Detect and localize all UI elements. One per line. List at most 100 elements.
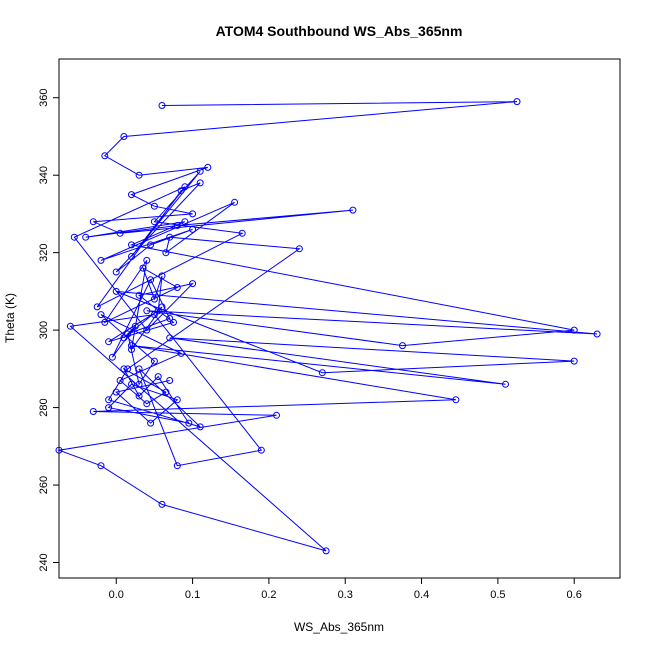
data-point — [196, 179, 204, 187]
data-point — [158, 102, 166, 109]
data-point — [93, 303, 101, 311]
y-tick-label: 340 — [38, 166, 50, 184]
data-point — [166, 233, 174, 241]
data-point — [150, 295, 158, 303]
data-point — [196, 423, 204, 431]
y-axis: 240 260 280 300 320 340 360 — [38, 89, 60, 572]
data-point — [112, 388, 120, 396]
data-point — [166, 377, 174, 384]
data-point — [116, 377, 124, 384]
data-point — [502, 380, 509, 388]
x-tick-label: 0.6 — [567, 589, 582, 601]
x-tick-label: 0.3 — [338, 589, 353, 601]
x-tick-label: 0.5 — [490, 589, 505, 601]
data-point — [70, 233, 78, 241]
data-point — [143, 400, 151, 408]
data-point — [150, 357, 158, 365]
data-point — [154, 373, 162, 381]
data-point — [147, 241, 155, 249]
data-point — [162, 249, 170, 257]
data-point — [257, 446, 265, 454]
data-point — [128, 241, 135, 249]
data-point — [82, 233, 90, 241]
data-point — [173, 462, 181, 470]
data-point — [101, 152, 109, 160]
data-point — [170, 318, 177, 326]
data-point — [131, 322, 139, 330]
x-tick-label: 0.1 — [185, 589, 200, 601]
series-line — [57, 101, 598, 552]
data-point — [97, 311, 105, 319]
data-point — [189, 225, 197, 233]
data-point — [135, 171, 143, 179]
data-point — [177, 349, 185, 357]
data-point — [570, 326, 578, 334]
data-point — [181, 183, 189, 191]
y-tick-label: 260 — [38, 476, 50, 494]
data-point — [189, 210, 197, 218]
x-tick-label: 0.0 — [109, 589, 124, 601]
plot-area — [55, 98, 601, 555]
x-tick-label: 0.2 — [261, 589, 276, 601]
data-point — [158, 272, 166, 280]
data-point — [139, 264, 147, 272]
data-point — [116, 229, 124, 237]
data-point — [162, 388, 170, 396]
data-point — [147, 276, 155, 284]
data-point — [452, 396, 460, 404]
data-point — [150, 218, 158, 226]
data-point — [124, 365, 132, 373]
data-point — [166, 334, 174, 342]
data-point — [158, 500, 166, 508]
data-point — [89, 408, 97, 415]
data-point — [143, 307, 151, 315]
data-point — [128, 346, 135, 353]
data-point — [55, 446, 63, 454]
data-point — [143, 256, 151, 264]
data-point — [181, 218, 189, 226]
y-tick-label: 320 — [38, 243, 50, 261]
data-point — [318, 369, 326, 377]
data-point — [231, 198, 239, 206]
data-point — [166, 315, 174, 322]
data-point — [189, 280, 197, 288]
data-point — [128, 342, 135, 350]
data-point — [135, 291, 143, 299]
y-tick-label: 240 — [38, 553, 50, 571]
y-tick-label: 360 — [38, 89, 50, 107]
data-point — [513, 98, 521, 106]
data-point — [135, 380, 143, 388]
data-point — [120, 133, 128, 140]
data-point — [147, 419, 155, 427]
data-point — [295, 245, 303, 253]
data-point — [158, 303, 166, 311]
y-tick-label: 300 — [38, 321, 50, 339]
data-point — [89, 218, 97, 226]
chart-title: ATOM4 Southbound WS_Abs_365nm — [216, 23, 463, 39]
data-point — [105, 396, 113, 404]
data-point — [128, 191, 135, 199]
data-point — [150, 202, 158, 210]
data-point — [112, 268, 120, 276]
data-point — [173, 396, 181, 404]
y-tick-label: 280 — [38, 398, 50, 416]
x-axis-label: WS_Abs_365nm — [294, 620, 384, 634]
data-point — [124, 330, 132, 338]
data-point — [196, 167, 204, 175]
data-point — [101, 318, 109, 326]
data-point — [154, 307, 162, 315]
data-point — [135, 392, 143, 400]
data-point — [173, 222, 181, 229]
x-tick-label: 0.4 — [414, 589, 429, 601]
data-point — [349, 206, 357, 214]
data-point — [128, 253, 135, 260]
data-point — [120, 334, 128, 342]
data-point — [273, 411, 280, 419]
data-point — [204, 163, 212, 171]
data-point — [108, 353, 116, 361]
data-point — [120, 365, 128, 373]
data-point — [105, 404, 113, 412]
data-point — [128, 380, 135, 388]
plot-frame — [58, 58, 621, 579]
